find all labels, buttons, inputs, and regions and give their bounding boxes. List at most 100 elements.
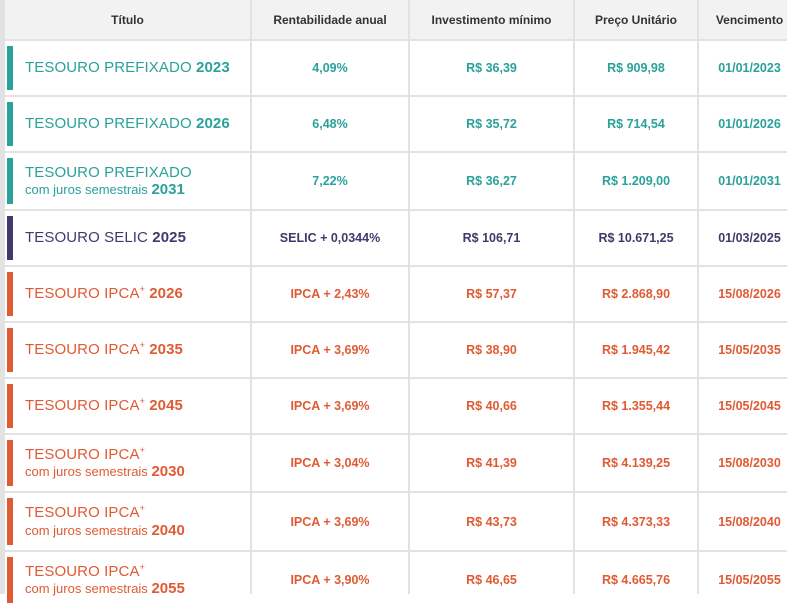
bond-color-bar bbox=[7, 102, 13, 146]
bond-title-cell[interactable]: TESOURO PREFIXADO 2026 bbox=[5, 97, 250, 151]
bond-name-line: TESOURO IPCA+ bbox=[25, 503, 185, 522]
bond-subtitle: com juros semestrais bbox=[25, 182, 148, 197]
bond-color-bar bbox=[7, 557, 13, 603]
bond-maturity: 15/08/2026 bbox=[699, 267, 787, 321]
bond-rate: IPCA + 3,90% bbox=[252, 552, 408, 608]
bond-year: 2055 bbox=[151, 580, 185, 597]
bond-unit-price: R$ 1.209,00 bbox=[575, 153, 697, 209]
bond-name-line: TESOURO PREFIXADO 2026 bbox=[25, 115, 230, 132]
bond-color-bar bbox=[7, 384, 13, 428]
bond-name: TESOURO IPCA bbox=[25, 285, 140, 303]
bond-year: 2025 bbox=[152, 229, 187, 247]
bond-name-line: TESOURO PREFIXADO 2023 bbox=[25, 59, 230, 76]
bond-title-cell[interactable]: TESOURO IPCA+ com juros semestrais 2030 bbox=[5, 435, 250, 491]
bond-name: TESOURO IPCA bbox=[25, 341, 140, 359]
bond-name: TESOURO IPCA bbox=[25, 504, 140, 522]
bond-name-line: TESOURO IPCA+ 2026 bbox=[25, 284, 183, 303]
bond-color-bar bbox=[7, 328, 13, 372]
bond-year: 2023 bbox=[196, 59, 230, 77]
header-preco: Preço Unitário bbox=[575, 0, 697, 39]
bond-color-bar bbox=[7, 272, 13, 316]
bond-min-investment: R$ 36,39 bbox=[410, 41, 573, 95]
bond-color-bar bbox=[7, 216, 13, 260]
bond-subtitle-line: com juros semestrais 2031 bbox=[25, 181, 192, 198]
bond-subtitle: com juros semestrais bbox=[25, 581, 148, 596]
header-titulo: Título bbox=[5, 0, 250, 39]
bond-year: 2031 bbox=[151, 181, 185, 198]
bond-title-cell[interactable]: TESOURO IPCA+ com juros semestrais 2055 bbox=[5, 552, 250, 608]
bond-color-bar bbox=[7, 440, 13, 486]
bond-maturity: 15/08/2030 bbox=[699, 435, 787, 491]
bond-maturity: 01/03/2025 bbox=[699, 211, 787, 265]
bond-min-investment: R$ 38,90 bbox=[410, 323, 573, 377]
header-investimento: Investimento mínimo bbox=[410, 0, 573, 39]
bond-name-line: TESOURO PREFIXADO bbox=[25, 164, 192, 181]
bond-plus-sign: + bbox=[139, 503, 145, 514]
bond-unit-price: R$ 1.945,42 bbox=[575, 323, 697, 377]
bond-name-line: TESOURO IPCA+ bbox=[25, 444, 185, 463]
bond-title-cell[interactable]: TESOURO SELIC 2025 bbox=[5, 211, 250, 265]
bond-name: TESOURO PREFIXADO bbox=[25, 163, 192, 181]
bond-min-investment: R$ 106,71 bbox=[410, 211, 573, 265]
bond-plus-sign: + bbox=[139, 284, 145, 295]
bond-title: TESOURO IPCA+ com juros semestrais 2055 bbox=[25, 561, 185, 598]
bond-color-bar bbox=[7, 498, 13, 545]
bond-year: 2026 bbox=[196, 115, 230, 133]
bond-title: TESOURO IPCA+ 2026 bbox=[25, 284, 183, 303]
bond-min-investment: R$ 43,73 bbox=[410, 493, 573, 550]
bond-color-bar bbox=[7, 158, 13, 204]
bond-name: TESOURO SELIC bbox=[25, 229, 148, 247]
bond-rate: SELIC + 0,0344% bbox=[252, 211, 408, 265]
bond-maturity: 15/05/2045 bbox=[699, 379, 787, 433]
bond-maturity: 01/01/2026 bbox=[699, 97, 787, 151]
bond-color-bar bbox=[7, 46, 13, 90]
bond-unit-price: R$ 4.665,76 bbox=[575, 552, 697, 608]
bond-rate: 6,48% bbox=[252, 97, 408, 151]
bond-title: TESOURO PREFIXADO 2026 bbox=[25, 115, 230, 132]
bond-rate: IPCA + 3,69% bbox=[252, 493, 408, 550]
bond-title-cell[interactable]: TESOURO IPCA+ 2035 bbox=[5, 323, 250, 377]
bond-title-cell[interactable]: TESOURO IPCA+ com juros semestrais 2040 bbox=[5, 493, 250, 550]
bond-plus-sign: + bbox=[139, 444, 145, 455]
bond-rate: 7,22% bbox=[252, 153, 408, 209]
bond-rate: IPCA + 3,69% bbox=[252, 323, 408, 377]
bond-maturity: 15/05/2055 bbox=[699, 552, 787, 608]
header-vencimento: Vencimento bbox=[699, 0, 787, 39]
bond-title: TESOURO SELIC 2025 bbox=[25, 229, 186, 246]
bond-name: TESOURO PREFIXADO bbox=[25, 59, 192, 77]
bond-rate: 4,09% bbox=[252, 41, 408, 95]
bond-title: TESOURO IPCA+ com juros semestrais 2030 bbox=[25, 444, 185, 481]
bond-year: 2026 bbox=[149, 285, 183, 303]
bond-unit-price: R$ 714,54 bbox=[575, 97, 697, 151]
bond-year: 2040 bbox=[151, 521, 185, 539]
bond-title: TESOURO IPCA+ com juros semestrais 2040 bbox=[25, 504, 185, 539]
bond-plus-sign: + bbox=[139, 561, 145, 572]
bond-name: TESOURO IPCA bbox=[25, 562, 140, 580]
bond-subtitle: com juros semestrais bbox=[25, 522, 148, 538]
bond-maturity: 15/08/2040 bbox=[699, 493, 787, 550]
bond-name: TESOURO PREFIXADO bbox=[25, 115, 192, 133]
bond-title: TESOURO IPCA+ 2045 bbox=[25, 396, 183, 415]
bond-year: 2045 bbox=[149, 397, 183, 415]
bond-year: 2030 bbox=[151, 463, 185, 480]
bond-maturity: 15/05/2035 bbox=[699, 323, 787, 377]
bond-name-line: TESOURO SELIC 2025 bbox=[25, 229, 186, 246]
bond-title-cell[interactable]: TESOURO PREFIXADO 2023 bbox=[5, 41, 250, 95]
bond-plus-sign: + bbox=[139, 396, 145, 407]
bond-plus-sign: + bbox=[139, 340, 145, 351]
bond-rate: IPCA + 2,43% bbox=[252, 267, 408, 321]
bond-min-investment: R$ 40,66 bbox=[410, 379, 573, 433]
bond-title-cell[interactable]: TESOURO PREFIXADO com juros semestrais 2… bbox=[5, 153, 250, 209]
bond-unit-price: R$ 4.139,25 bbox=[575, 435, 697, 491]
bond-name-line: TESOURO IPCA+ bbox=[25, 561, 185, 580]
bond-rate: IPCA + 3,04% bbox=[252, 435, 408, 491]
bond-title-cell[interactable]: TESOURO IPCA+ 2026 bbox=[5, 267, 250, 321]
bond-name: TESOURO IPCA bbox=[25, 445, 140, 463]
bond-title: TESOURO IPCA+ 2035 bbox=[25, 340, 183, 359]
bond-unit-price: R$ 909,98 bbox=[575, 41, 697, 95]
bond-unit-price: R$ 10.671,25 bbox=[575, 211, 697, 265]
bond-title-cell[interactable]: TESOURO IPCA+ 2045 bbox=[5, 379, 250, 433]
bond-title: TESOURO PREFIXADO com juros semestrais 2… bbox=[25, 164, 192, 199]
bond-min-investment: R$ 41,39 bbox=[410, 435, 573, 491]
